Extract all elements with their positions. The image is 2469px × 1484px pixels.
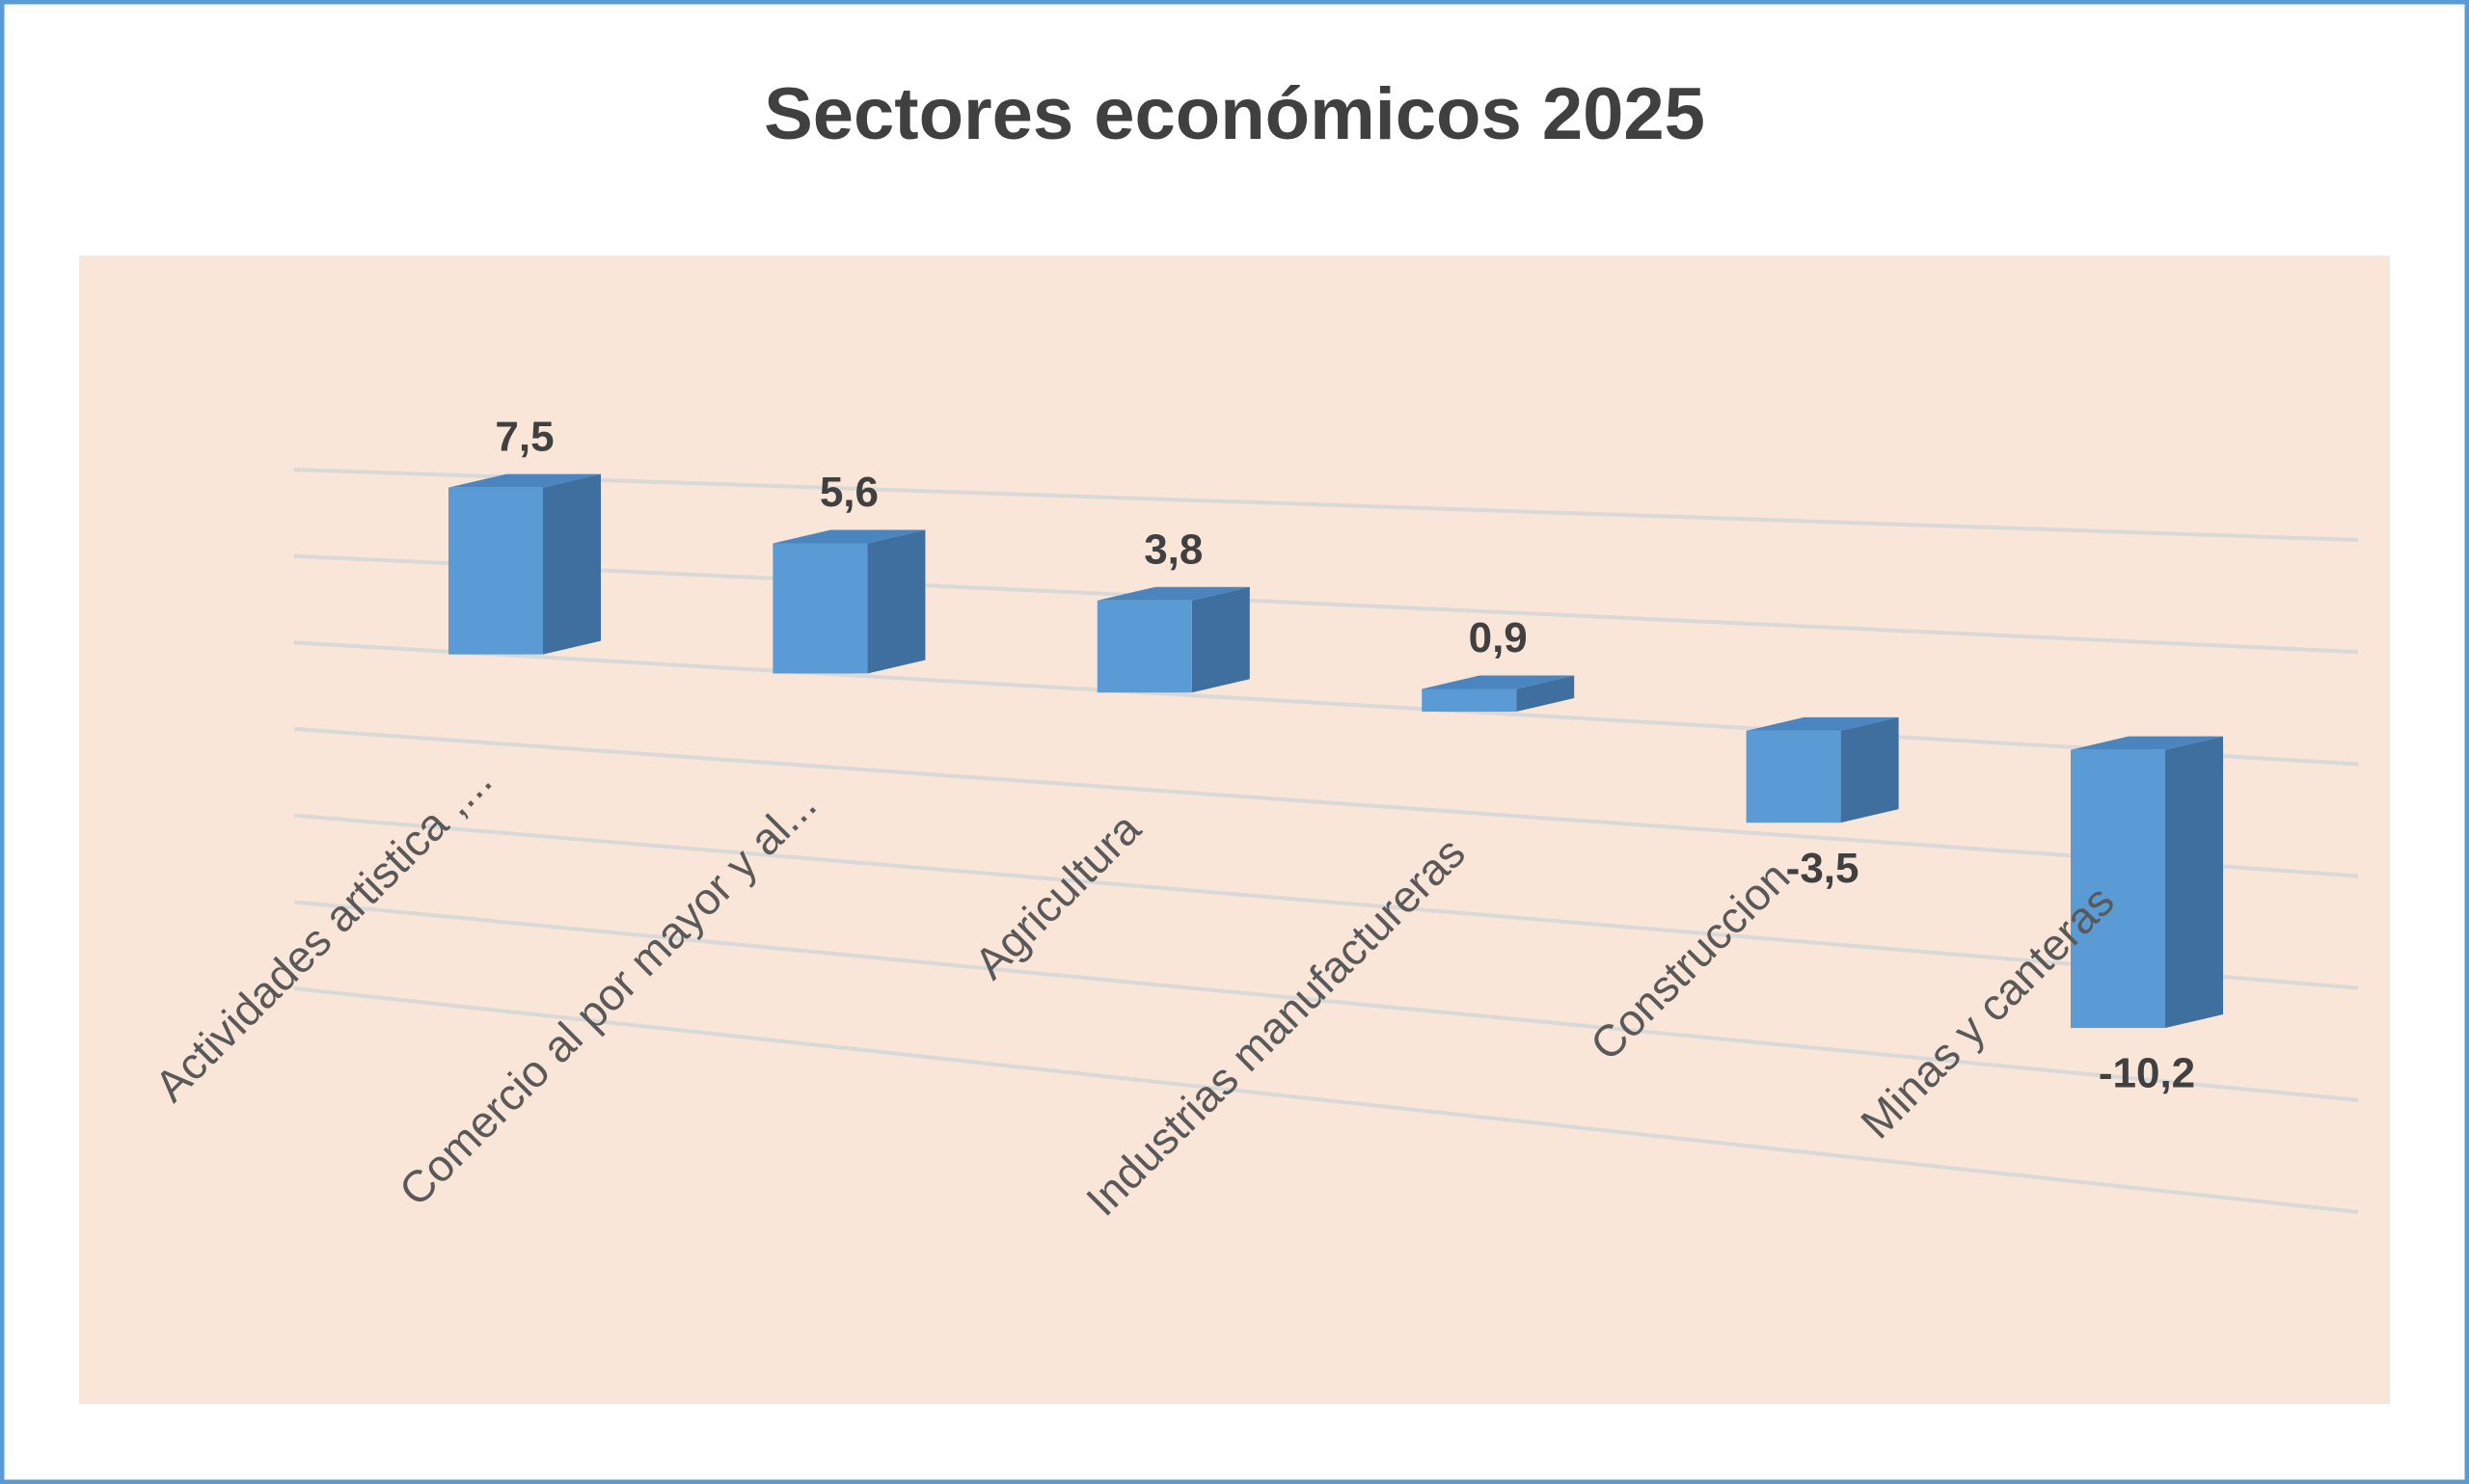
bar-side <box>1840 716 1899 823</box>
bar <box>773 543 868 674</box>
bar-top <box>1746 716 1899 731</box>
bar <box>1746 730 1841 823</box>
bar <box>1422 688 1517 713</box>
bar-side <box>1516 675 1575 713</box>
grid-line <box>293 900 2359 1102</box>
bar-top <box>773 529 926 544</box>
bar-top <box>1097 586 1250 601</box>
value-label: 0,9 <box>1469 614 1528 661</box>
chart-title: Sectores económicos 2025 <box>764 73 1705 155</box>
bar <box>2071 749 2165 1029</box>
bar-side <box>867 529 926 674</box>
bar-side <box>2165 736 2223 1029</box>
value-label: 5,6 <box>820 469 879 516</box>
bar-top <box>2071 736 2223 750</box>
grid-line <box>293 468 2359 542</box>
bar <box>1097 600 1192 693</box>
value-label: -10,2 <box>2099 1050 2195 1097</box>
bar-top <box>448 473 601 488</box>
value-label: 7,5 <box>495 413 554 460</box>
grid-line <box>293 813 2359 990</box>
bar <box>448 487 543 655</box>
bar-side <box>543 473 601 655</box>
grid-line <box>293 727 2359 878</box>
bar-side <box>1191 586 1250 693</box>
grid-line <box>293 553 2359 655</box>
value-label: 3,8 <box>1144 526 1203 573</box>
bar-top <box>1422 675 1575 689</box>
value-label: -3,5 <box>1786 845 1859 892</box>
grid-line <box>293 640 2359 767</box>
grid-line <box>293 986 2359 1214</box>
